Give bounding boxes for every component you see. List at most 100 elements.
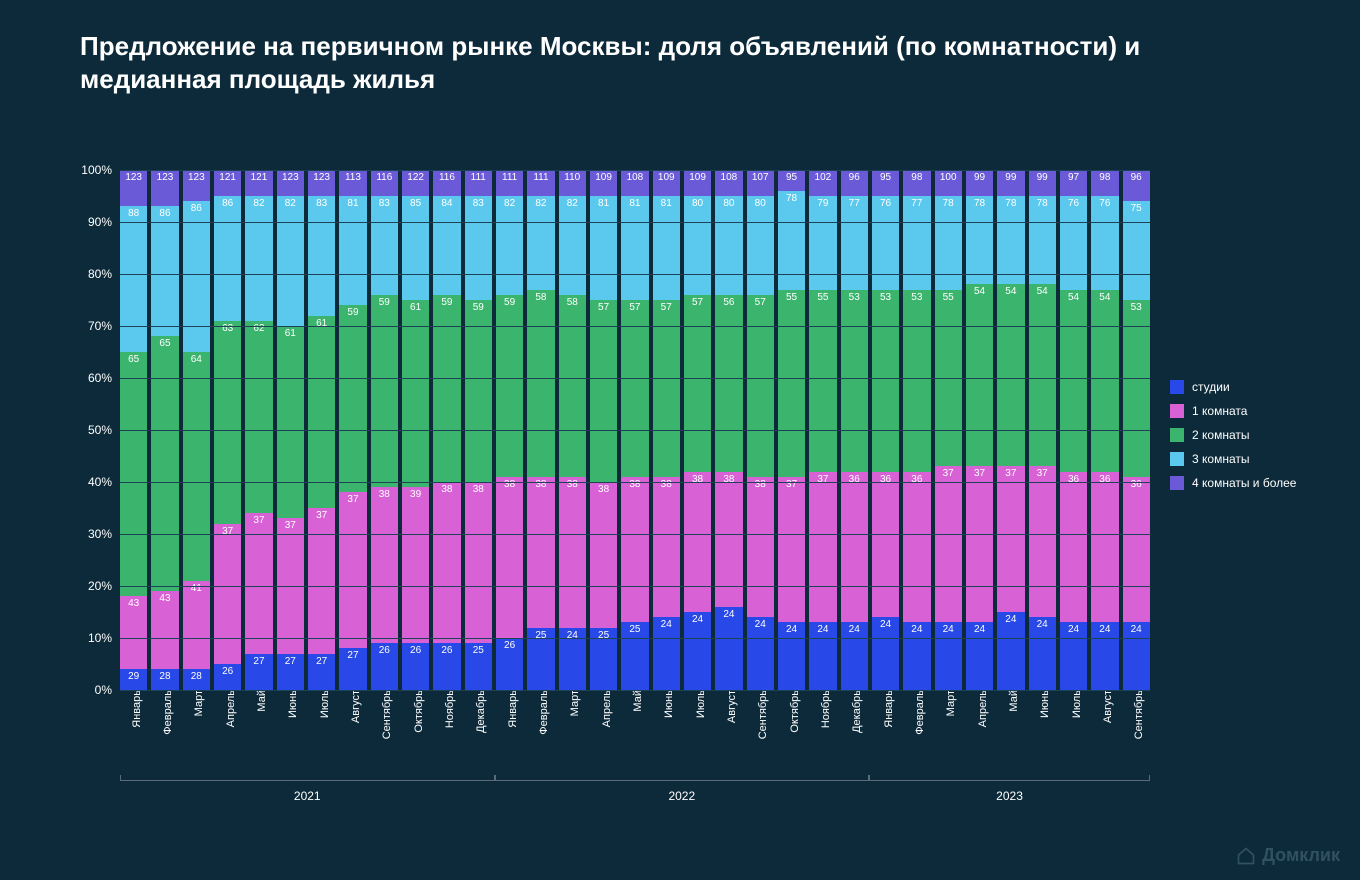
bar-segment-r4: 95 — [778, 170, 805, 191]
bar-segment-studio: 24 — [1091, 622, 1118, 690]
bar-segment-r1: 39 — [402, 487, 429, 643]
segment-value-label: 83 — [473, 196, 484, 209]
bar-segment-r3: 78 — [1029, 196, 1056, 284]
bar-segment-r3: 83 — [371, 196, 398, 295]
bar-segment-studio: 24 — [872, 617, 899, 690]
gridline — [120, 482, 1150, 483]
segment-value-label: 55 — [943, 290, 954, 303]
segment-value-label: 111 — [533, 170, 548, 183]
bar-segment-r4: 107 — [747, 170, 774, 196]
x-axis-month-label: Апрель — [219, 690, 237, 727]
year-span: 2021 — [120, 780, 495, 788]
segment-value-label: 121 — [251, 170, 268, 183]
bar-segment-studio: 26 — [214, 664, 241, 690]
bar-segment-r4: 108 — [621, 170, 648, 196]
bar-segment-r3: 82 — [245, 196, 272, 321]
segment-value-label: 41 — [191, 581, 202, 594]
segment-value-label: 76 — [1099, 196, 1110, 209]
segment-value-label: 110 — [564, 170, 580, 183]
x-axis-month-label: Сентябрь — [751, 690, 769, 739]
x-axis-month-label: Декабрь — [845, 690, 863, 733]
year-span: 2022 — [495, 780, 870, 788]
y-axis-label: 70% — [88, 319, 120, 333]
bar-segment-studio: 24 — [1029, 617, 1056, 690]
bar-segment-studio: 27 — [245, 654, 272, 690]
bar-segment-studio: 24 — [1123, 622, 1150, 690]
bar-segment-studio: 27 — [308, 654, 335, 690]
bar-segment-r2: 59 — [465, 300, 492, 482]
x-axis-month-label: Февраль — [156, 690, 174, 735]
bar-segment-studio: 24 — [903, 622, 930, 690]
segment-value-label: 38 — [535, 477, 546, 490]
bar-segment-r3: 83 — [308, 196, 335, 316]
bar-segment-r3: 82 — [559, 196, 586, 295]
segment-value-label: 84 — [441, 196, 452, 209]
bar-segment-r4: 108 — [715, 170, 742, 196]
segment-value-label: 76 — [880, 196, 891, 209]
bar-segment-r2: 59 — [433, 295, 460, 482]
y-axis-label: 60% — [88, 371, 120, 385]
x-axis-month-label: Январь — [877, 690, 895, 728]
bar-segment-studio: 24 — [809, 622, 836, 690]
bar-segment-studio: 26 — [496, 638, 523, 690]
bar-segment-r4: 97 — [1060, 170, 1087, 196]
legend-swatch — [1170, 476, 1184, 490]
x-axis-month-label: Июль — [689, 690, 707, 718]
segment-value-label: 53 — [880, 290, 891, 303]
bar-segment-r2: 57 — [747, 295, 774, 477]
bar-segment-r4: 109 — [684, 170, 711, 196]
segment-value-label: 80 — [755, 196, 766, 209]
bar-segment-r3: 81 — [590, 196, 617, 300]
x-axis-month-label: Март — [187, 690, 205, 716]
bar-segment-r3: 75 — [1123, 201, 1150, 300]
bar-segment-r4: 111 — [527, 170, 554, 196]
bar-segment-r4: 100 — [935, 170, 962, 196]
segment-value-label: 28 — [191, 669, 202, 682]
segment-value-label: 54 — [1068, 290, 1079, 303]
legend-swatch — [1170, 452, 1184, 466]
bar-segment-r1: 38 — [684, 472, 711, 612]
segment-value-label: 64 — [191, 352, 202, 365]
bar-segment-r4: 109 — [653, 170, 680, 196]
bar-segment-r2: 54 — [1091, 290, 1118, 472]
segment-value-label: 38 — [379, 487, 390, 500]
bar-segment-studio: 29 — [120, 669, 147, 690]
segment-value-label: 24 — [1131, 622, 1142, 635]
segment-value-label: 43 — [159, 591, 170, 604]
segment-value-label: 38 — [755, 477, 766, 490]
bar-segment-r1: 43 — [151, 591, 178, 669]
bar-segment-r4: 123 — [277, 170, 304, 196]
bar-segment-studio: 25 — [621, 622, 648, 690]
x-axis-month-label: Декабрь — [469, 690, 487, 733]
segment-value-label: 26 — [410, 643, 421, 656]
segment-value-label: 98 — [911, 170, 922, 183]
segment-value-label: 102 — [815, 170, 832, 183]
segment-value-label: 25 — [473, 643, 484, 656]
bar-segment-r1: 36 — [1060, 472, 1087, 623]
bar-segment-studio: 26 — [433, 643, 460, 690]
bar-segment-r4: 121 — [245, 170, 272, 196]
bar-segment-studio: 25 — [590, 628, 617, 690]
segment-value-label: 24 — [692, 612, 703, 625]
bar-segment-r3: 81 — [621, 196, 648, 300]
segment-value-label: 56 — [723, 295, 734, 308]
bar-segment-r2: 55 — [778, 290, 805, 477]
plot-area: 29436588123Январь28436586123Февраль28416… — [120, 170, 1150, 690]
bar-segment-r1: 38 — [433, 482, 460, 643]
bar-segment-studio: 24 — [997, 612, 1024, 690]
segment-value-label: 27 — [253, 654, 264, 667]
gridline — [120, 274, 1150, 275]
bar-segment-r1: 36 — [841, 472, 868, 623]
segment-value-label: 59 — [441, 295, 452, 308]
segment-value-label: 107 — [752, 170, 769, 183]
segment-value-label: 24 — [880, 617, 891, 630]
segment-value-label: 81 — [661, 196, 672, 209]
bar-segment-r1: 43 — [120, 596, 147, 669]
segment-value-label: 111 — [471, 170, 486, 183]
x-axis-month-label: Май — [250, 690, 268, 712]
segment-value-label: 97 — [1068, 170, 1079, 183]
segment-value-label: 78 — [1005, 196, 1016, 209]
bar-segment-r3: 78 — [935, 196, 962, 290]
bar-segment-r2: 61 — [277, 326, 304, 518]
segment-value-label: 55 — [817, 290, 828, 303]
